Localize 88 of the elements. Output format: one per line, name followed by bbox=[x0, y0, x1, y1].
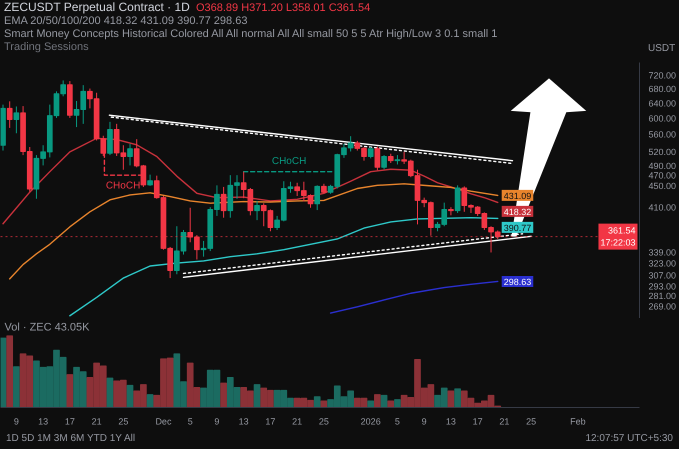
chart-subtitle: O368.89 H371.20 L358.01 C361.54 bbox=[196, 2, 370, 14]
y-tick-label: 600.00 bbox=[648, 113, 676, 124]
text: 1D 5D 1M 3M 6M YTD 1Y All bbox=[6, 432, 136, 446]
chart-title: ZECUSDT Perpetual Contract · 1D bbox=[4, 0, 190, 14]
data-label: 418.32 bbox=[504, 206, 532, 217]
candlestick bbox=[14, 106, 20, 134]
y-tick-label: 470.00 bbox=[648, 170, 676, 181]
bar bbox=[254, 384, 260, 408]
bar bbox=[448, 390, 454, 408]
bar bbox=[220, 382, 227, 408]
bar bbox=[380, 394, 388, 408]
candlestick bbox=[374, 146, 380, 171]
series-label: CHoCH bbox=[272, 156, 306, 168]
candlestick bbox=[321, 183, 327, 194]
bar bbox=[387, 400, 394, 408]
y-tick-label: 450.00 bbox=[648, 180, 676, 191]
bar bbox=[374, 394, 381, 408]
y-tick-label: 281.00 bbox=[648, 291, 676, 302]
x-tick-label: 9 bbox=[214, 416, 220, 426]
chart-title: Vol · ZEC 43.05K bbox=[4, 322, 90, 334]
y-tick-label: 323.00 bbox=[648, 258, 676, 269]
y-tick-label: 269.00 bbox=[648, 301, 676, 312]
bar bbox=[66, 374, 74, 408]
y-tick-label: 307.00 bbox=[648, 270, 676, 280]
x-tick-label: 13 bbox=[238, 416, 249, 426]
x-tick-label: 25 bbox=[526, 416, 536, 426]
bar bbox=[314, 396, 321, 408]
x-tick-label: 25 bbox=[118, 416, 128, 426]
data-label: 390.77 bbox=[504, 222, 532, 233]
bar bbox=[454, 388, 461, 408]
x-tick-label: 17 bbox=[265, 416, 276, 426]
text: EMA 20/50/100/200 418.32 431.09 390.77 298.63 bbox=[4, 15, 248, 27]
data-label: 298.63 bbox=[504, 276, 532, 287]
candlestick bbox=[6, 100, 13, 128]
x-tick-label: 17 bbox=[64, 416, 75, 426]
x-tick-label: 13 bbox=[446, 416, 456, 426]
line-series bbox=[330, 280, 498, 314]
x-tick-label: 17 bbox=[472, 416, 483, 426]
y-tick-label: 293.00 bbox=[648, 281, 676, 292]
x-tick-label: 21 bbox=[499, 416, 510, 426]
bar bbox=[146, 394, 154, 408]
bar bbox=[6, 335, 14, 408]
x-tick-label: 9 bbox=[14, 416, 19, 426]
y-tick-label: 680.00 bbox=[648, 84, 676, 94]
y-tick-label: 560.00 bbox=[648, 130, 676, 140]
bar bbox=[0, 338, 6, 408]
data-label: 431.09 bbox=[504, 190, 532, 201]
x-tick-label: 5 bbox=[394, 416, 400, 426]
x-tick-label: 21 bbox=[292, 416, 302, 426]
candlestick bbox=[314, 184, 320, 211]
y-tick-label: 640.00 bbox=[648, 98, 676, 108]
text: 12:07:57 UTC+5:30 bbox=[585, 432, 673, 446]
x-tick-label: 2026 bbox=[360, 416, 381, 426]
candlestick bbox=[394, 154, 400, 165]
x-tick-label: 5 bbox=[188, 416, 193, 426]
bar bbox=[13, 366, 20, 408]
candlestick bbox=[147, 174, 153, 186]
x-tick-label: 9 bbox=[422, 416, 427, 426]
candlestick bbox=[220, 186, 226, 218]
bar bbox=[106, 378, 114, 408]
y-tick-label: 720.00 bbox=[648, 70, 676, 81]
bar bbox=[367, 400, 374, 408]
y-tick-label: 339.00 bbox=[648, 247, 676, 258]
y-tick-label: 520.00 bbox=[648, 146, 676, 157]
series-label: CHoCH bbox=[106, 180, 140, 192]
bar bbox=[394, 399, 401, 408]
y-tick-label: 490.00 bbox=[648, 160, 676, 171]
x-tick-label: 21 bbox=[92, 416, 102, 426]
candlestick bbox=[388, 153, 394, 164]
text: Trading Sessions bbox=[4, 41, 89, 53]
line-series bbox=[2, 138, 498, 224]
x-tick-label: 25 bbox=[318, 416, 329, 426]
candlestick bbox=[107, 121, 113, 156]
candlestick bbox=[381, 154, 387, 170]
y-axis-title: USDT bbox=[648, 42, 676, 55]
text: Smart Money Concepts Historical Colored All All normal All All small 50 5 5 Atr High/Low 3 0.1 small 1 bbox=[4, 28, 498, 40]
ref-line-label: 361.54 17:22:03 bbox=[600, 226, 636, 248]
candlestick bbox=[127, 143, 133, 166]
candlestick bbox=[454, 184, 460, 214]
candlestick bbox=[368, 146, 374, 159]
x-tick-label: Dec bbox=[155, 416, 172, 426]
line-series bbox=[8, 183, 498, 280]
bar bbox=[320, 400, 328, 408]
y-tick-label: 410.00 bbox=[648, 202, 676, 213]
bar bbox=[126, 384, 134, 408]
x-tick-label: Feb bbox=[570, 416, 586, 426]
x-tick-label: 13 bbox=[38, 416, 48, 426]
candlestick bbox=[254, 200, 260, 221]
